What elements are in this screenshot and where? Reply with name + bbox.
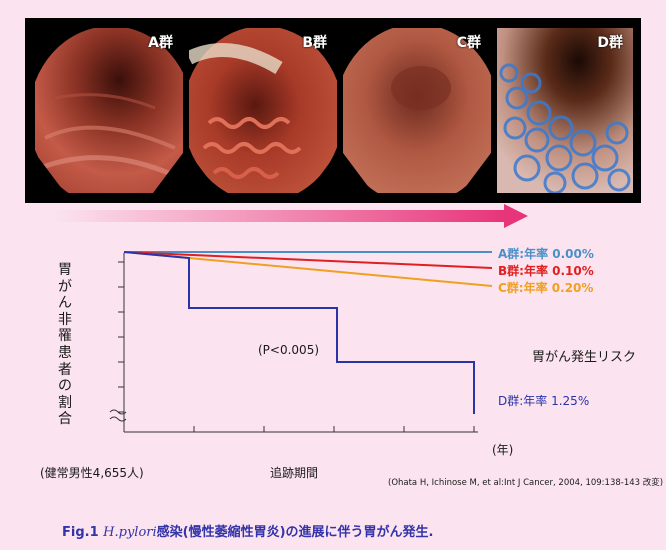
y-axis-label: 胃がん非罹患者の割合: [58, 262, 72, 428]
photo-label-a: A群: [148, 35, 173, 51]
photo-label-d: D群: [597, 35, 623, 51]
caption-prefix: Fig.1: [62, 525, 99, 540]
photo-group-b: B群: [189, 28, 337, 193]
x-axis-unit: (年): [492, 443, 514, 457]
x-axis-label: 追跡期間: [270, 466, 319, 480]
caption-text: 感染(慢性萎縮性胃炎)の進展に伴う胃がん発生.: [156, 525, 434, 540]
legend-a: A群:年率 0.00%: [498, 247, 594, 261]
figure-caption: Fig.1 H.pylori感染(慢性萎縮性胃炎)の進展に伴う胃がん発生.: [62, 521, 434, 540]
series-line-d: [123, 251, 475, 414]
endoscopy-image-d: [497, 28, 633, 193]
legend-b: B群:年率 0.10%: [498, 264, 594, 278]
y-axis-ticks: [118, 261, 124, 413]
progression-arrow: [52, 204, 528, 228]
photo-label-c: C群: [456, 35, 481, 51]
series-line-b: [123, 251, 493, 269]
endoscopy-image-a: [35, 28, 183, 193]
axis-break-mark: [109, 409, 127, 422]
risk-title: 胃がん発生リスク: [532, 350, 637, 365]
cohort-note: (健常男性4,655人): [40, 466, 144, 480]
endoscopy-photo-strip: A群 B群: [25, 18, 641, 203]
x-axis-ticks: [123, 426, 475, 432]
photo-label-b: B群: [302, 35, 327, 51]
p-value: (P<0.005): [258, 343, 320, 357]
photo-group-d: D群: [497, 28, 633, 193]
legend-c: C群:年率 0.20%: [498, 281, 594, 295]
source-citation: (Ohata H, Ichinose M, et al:Int J Cancer…: [388, 478, 664, 488]
legend-d: D群:年率 1.25%: [498, 394, 590, 408]
photo-group-a: A群: [35, 28, 183, 193]
photo-group-c: C群: [343, 28, 491, 193]
caption-organism: H.pylori: [103, 525, 157, 540]
endoscopy-image-c: [343, 28, 491, 193]
endoscopy-image-b: [189, 28, 337, 193]
